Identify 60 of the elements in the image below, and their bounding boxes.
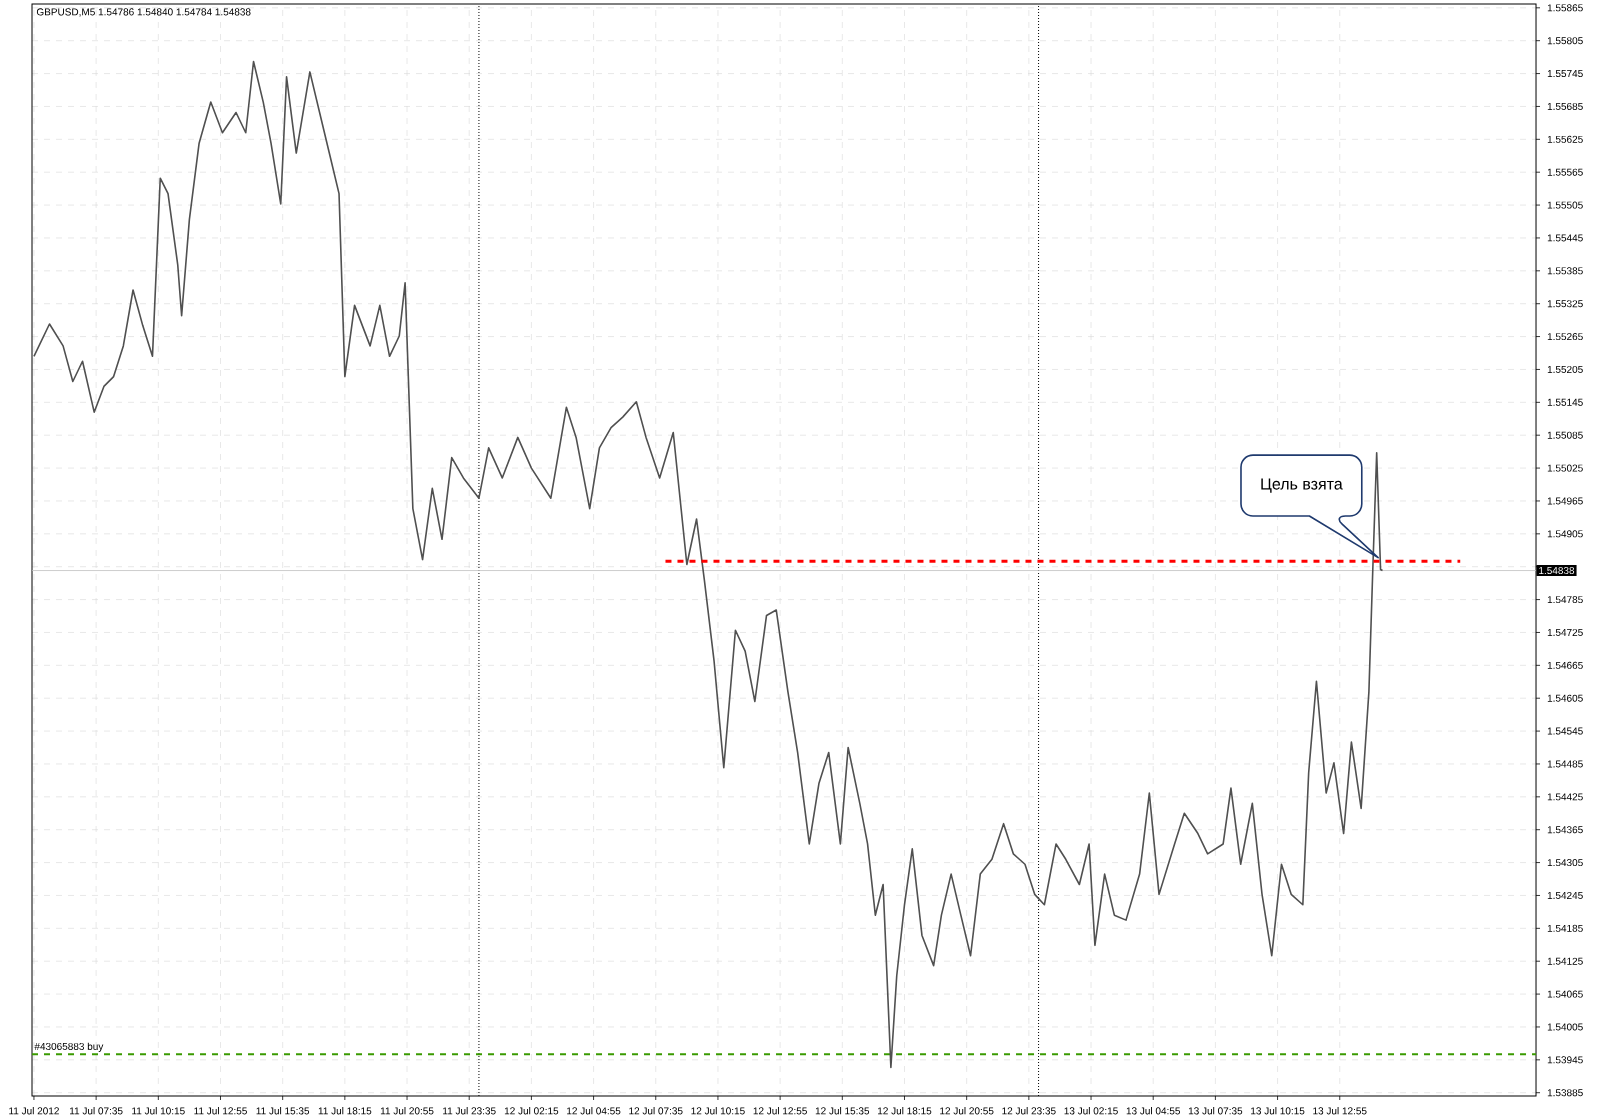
y-tick-label: 1.54545 — [1547, 727, 1583, 735]
y-tick-label: 1.55805 — [1547, 37, 1583, 45]
y-tick-label: 1.54605 — [1547, 694, 1583, 702]
x-tick-label: 11 Jul 18:15 — [318, 1107, 372, 1115]
y-tick-label: 1.54425 — [1547, 793, 1583, 801]
y-tick-label: 1.54065 — [1547, 990, 1583, 998]
y-tick-label: 1.54725 — [1547, 628, 1583, 636]
x-tick-label: 12 Jul 10:15 — [691, 1107, 745, 1115]
y-tick-label: 1.55505 — [1547, 201, 1583, 209]
y-tick-label: 1.54905 — [1547, 530, 1583, 538]
y-tick-label: 1.55085 — [1547, 431, 1583, 439]
y-tick-label: 1.55265 — [1547, 333, 1583, 341]
y-tick-label: 1.54245 — [1547, 891, 1583, 899]
x-tick-label: 12 Jul 04:55 — [567, 1107, 621, 1115]
chart-title: GBPUSD,M5 1.54786 1.54840 1.54784 1.54838 — [36, 8, 251, 17]
y-tick-label: 1.55025 — [1547, 464, 1583, 472]
x-tick-label: 12 Jul 07:35 — [629, 1107, 683, 1115]
x-tick-label: 11 Jul 2012 — [9, 1107, 59, 1115]
x-tick-label: 11 Jul 10:15 — [132, 1107, 185, 1115]
x-tick-label: 12 Jul 15:35 — [815, 1107, 870, 1115]
y-tick-label: 1.55565 — [1547, 168, 1583, 176]
x-tick-label: 12 Jul 20:55 — [940, 1107, 994, 1115]
x-tick-label: 13 Jul 04:55 — [1126, 1107, 1181, 1115]
y-tick-label: 1.53945 — [1547, 1056, 1583, 1064]
y-tick-label: 1.55625 — [1547, 135, 1583, 143]
y-tick-label: 1.54305 — [1547, 859, 1583, 867]
x-tick-label: 11 Jul 07:35 — [70, 1107, 123, 1115]
y-tick-label: 1.55145 — [1547, 398, 1583, 406]
x-tick-label: 12 Jul 12:55 — [753, 1107, 807, 1115]
y-tick-label: 1.54185 — [1547, 924, 1583, 932]
ref-line-label: #43065883 buy — [34, 1042, 104, 1052]
x-tick-label: 11 Jul 15:35 — [256, 1107, 310, 1115]
y-tick-label: 1.54485 — [1547, 760, 1583, 768]
x-tick-label: 13 Jul 12:55 — [1313, 1107, 1367, 1115]
x-tick-label: 12 Jul 23:35 — [1002, 1107, 1056, 1115]
x-tick-label: 13 Jul 02:15 — [1064, 1107, 1118, 1115]
x-tick-label: 13 Jul 07:35 — [1188, 1107, 1243, 1115]
y-tick-label: 1.54965 — [1547, 497, 1583, 505]
y-tick-label: 1.54785 — [1547, 596, 1583, 604]
x-tick-label: 12 Jul 02:15 — [504, 1107, 559, 1115]
x-tick-label: 11 Jul 23:35 — [443, 1107, 496, 1115]
y-tick-label: 1.55745 — [1547, 70, 1583, 78]
y-tick-label: 1.55685 — [1547, 102, 1583, 110]
annotation: Цель взята — [1261, 478, 1343, 493]
y-tick-label: 1.54365 — [1547, 826, 1583, 834]
y-tick-label: 1.54125 — [1547, 957, 1583, 965]
y-tick-label: 1.55445 — [1547, 234, 1583, 242]
ref-line-label: 1.54838 — [1539, 566, 1575, 575]
x-tick-label: 11 Jul 12:55 — [194, 1107, 247, 1115]
y-tick-label: 1.55205 — [1547, 365, 1583, 373]
y-tick-label: 1.54005 — [1547, 1023, 1583, 1031]
y-tick-label: 1.55325 — [1547, 300, 1583, 308]
line-series — [33, 60, 1384, 1069]
y-tick-label: 1.55385 — [1547, 267, 1583, 275]
x-tick-label: 12 Jul 18:15 — [878, 1107, 932, 1115]
x-tick-label: 13 Jul 10:15 — [1251, 1107, 1305, 1115]
y-tick-label: 1.54665 — [1547, 661, 1583, 669]
y-tick-label: 1.55865 — [1547, 4, 1583, 12]
y-tick-label: 1.53885 — [1547, 1089, 1583, 1097]
x-tick-label: 11 Jul 20:55 — [380, 1107, 434, 1115]
